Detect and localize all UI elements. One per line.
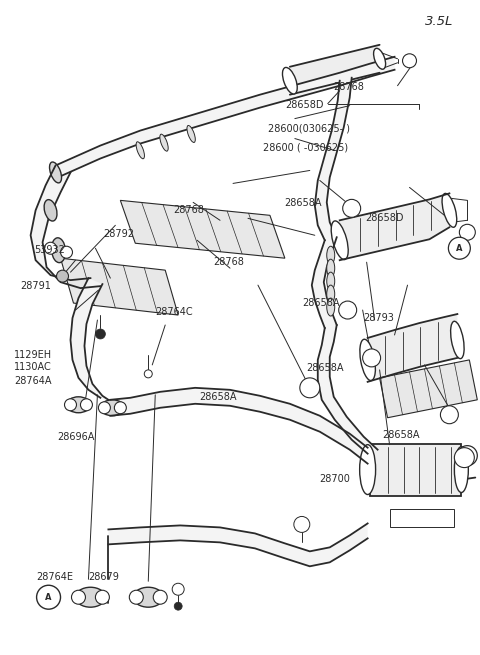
Circle shape xyxy=(60,246,72,258)
Circle shape xyxy=(96,590,109,604)
Text: 28791: 28791 xyxy=(20,282,51,291)
Circle shape xyxy=(144,370,152,378)
Ellipse shape xyxy=(75,588,106,607)
Text: 1129EH: 1129EH xyxy=(14,350,52,360)
Circle shape xyxy=(455,447,474,468)
Polygon shape xyxy=(108,523,368,567)
Polygon shape xyxy=(312,237,336,328)
Ellipse shape xyxy=(136,141,144,159)
Circle shape xyxy=(339,301,357,319)
Circle shape xyxy=(45,242,57,254)
Text: 28793: 28793 xyxy=(363,312,395,323)
Ellipse shape xyxy=(455,447,468,493)
Polygon shape xyxy=(315,78,352,240)
Polygon shape xyxy=(56,57,395,178)
Circle shape xyxy=(457,445,477,466)
Text: 28679: 28679 xyxy=(88,572,119,582)
Text: 53932: 53932 xyxy=(34,246,65,255)
Polygon shape xyxy=(120,200,285,258)
Ellipse shape xyxy=(327,272,335,290)
Circle shape xyxy=(300,378,320,398)
Polygon shape xyxy=(340,193,449,260)
Ellipse shape xyxy=(451,322,464,359)
Text: 28792: 28792 xyxy=(104,229,134,239)
Ellipse shape xyxy=(44,200,57,221)
Text: 28658A: 28658A xyxy=(199,392,237,402)
Text: 28600(030625- ): 28600(030625- ) xyxy=(268,124,350,134)
Bar xyxy=(370,443,461,496)
Text: 28768: 28768 xyxy=(333,82,364,92)
Polygon shape xyxy=(60,258,178,315)
Ellipse shape xyxy=(331,221,348,259)
Ellipse shape xyxy=(327,259,335,277)
Ellipse shape xyxy=(51,238,66,263)
Text: 28658A: 28658A xyxy=(302,298,340,309)
Ellipse shape xyxy=(282,67,297,94)
Text: 28658A: 28658A xyxy=(285,198,322,208)
Polygon shape xyxy=(290,45,380,95)
Circle shape xyxy=(441,406,458,424)
Text: 28600 ( -030625): 28600 ( -030625) xyxy=(263,143,348,153)
Circle shape xyxy=(459,224,475,240)
Circle shape xyxy=(72,590,85,604)
Circle shape xyxy=(153,590,167,604)
Text: 28764A: 28764A xyxy=(14,376,51,386)
Ellipse shape xyxy=(100,400,124,416)
Ellipse shape xyxy=(373,48,385,69)
Ellipse shape xyxy=(160,134,168,151)
Ellipse shape xyxy=(360,339,375,381)
Circle shape xyxy=(343,199,360,217)
Text: 28696A: 28696A xyxy=(57,432,95,442)
Text: 28768: 28768 xyxy=(173,205,204,215)
Ellipse shape xyxy=(133,588,163,607)
Text: 28700: 28700 xyxy=(319,474,350,484)
Circle shape xyxy=(448,237,470,259)
Ellipse shape xyxy=(187,126,195,142)
Text: 28658A: 28658A xyxy=(306,363,344,373)
Ellipse shape xyxy=(442,193,457,227)
Polygon shape xyxy=(71,278,114,403)
Bar xyxy=(390,510,455,527)
Ellipse shape xyxy=(49,162,61,183)
Circle shape xyxy=(114,402,126,414)
Text: 3.5L: 3.5L xyxy=(425,15,453,28)
Circle shape xyxy=(57,270,69,282)
Polygon shape xyxy=(380,360,477,418)
Circle shape xyxy=(81,399,93,411)
Circle shape xyxy=(172,583,184,595)
Polygon shape xyxy=(110,388,368,464)
Text: 28764E: 28764E xyxy=(36,572,73,582)
Circle shape xyxy=(363,349,381,367)
Text: 28658A: 28658A xyxy=(383,430,420,440)
Ellipse shape xyxy=(327,298,335,316)
Circle shape xyxy=(96,329,106,339)
Text: 28768: 28768 xyxy=(214,257,244,267)
Polygon shape xyxy=(318,325,378,454)
Text: 28658D: 28658D xyxy=(286,100,324,111)
Circle shape xyxy=(64,399,76,411)
Polygon shape xyxy=(31,166,100,288)
Text: 28658D: 28658D xyxy=(365,213,404,223)
Circle shape xyxy=(129,590,144,604)
Circle shape xyxy=(98,402,110,414)
Text: 1130AC: 1130AC xyxy=(14,362,52,371)
Circle shape xyxy=(403,54,417,67)
Ellipse shape xyxy=(360,445,376,495)
Circle shape xyxy=(36,586,60,609)
Polygon shape xyxy=(368,314,457,382)
Text: 28764C: 28764C xyxy=(155,307,192,317)
Ellipse shape xyxy=(327,246,335,264)
Circle shape xyxy=(294,516,310,533)
Text: A: A xyxy=(45,593,52,602)
Ellipse shape xyxy=(327,285,335,303)
Circle shape xyxy=(174,602,182,610)
Ellipse shape xyxy=(67,397,90,413)
Text: A: A xyxy=(456,244,463,253)
